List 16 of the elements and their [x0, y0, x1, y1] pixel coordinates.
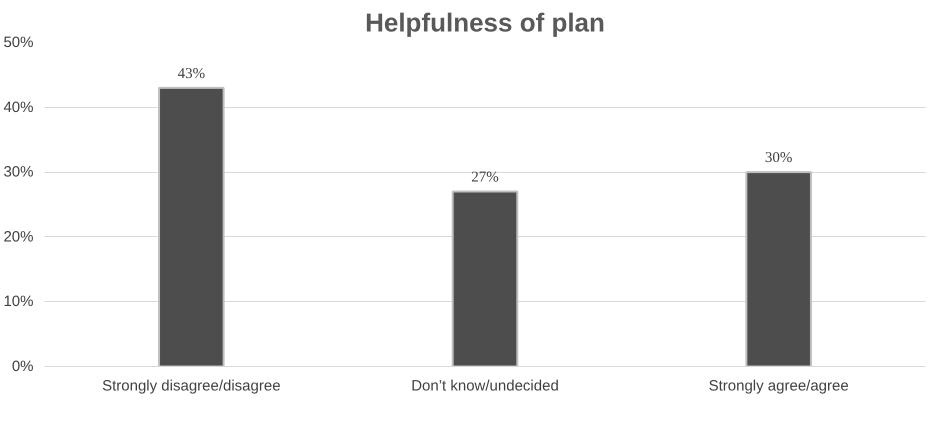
y-tick-label: 50% [3, 34, 34, 51]
y-tick-label: 10% [3, 293, 34, 310]
x-tick-label: Don’t know/undecided [411, 378, 559, 394]
y-tick-label: 0% [12, 358, 34, 375]
data-label: 43% [178, 66, 206, 82]
bar [745, 171, 812, 366]
y-tick-label: 40% [3, 98, 34, 116]
y-tick-label: 20% [3, 228, 34, 246]
y-tick-label: 30% [3, 164, 34, 181]
data-label: 27% [471, 170, 499, 186]
bar [158, 86, 225, 366]
chart-title: Helpfulness of plan [365, 8, 605, 38]
x-tick-label: Strongly agree/agree [708, 378, 849, 394]
data-label: 30% [764, 150, 792, 166]
bar [452, 190, 518, 366]
x-tick-label: Strongly disagree/disagree [102, 378, 281, 394]
